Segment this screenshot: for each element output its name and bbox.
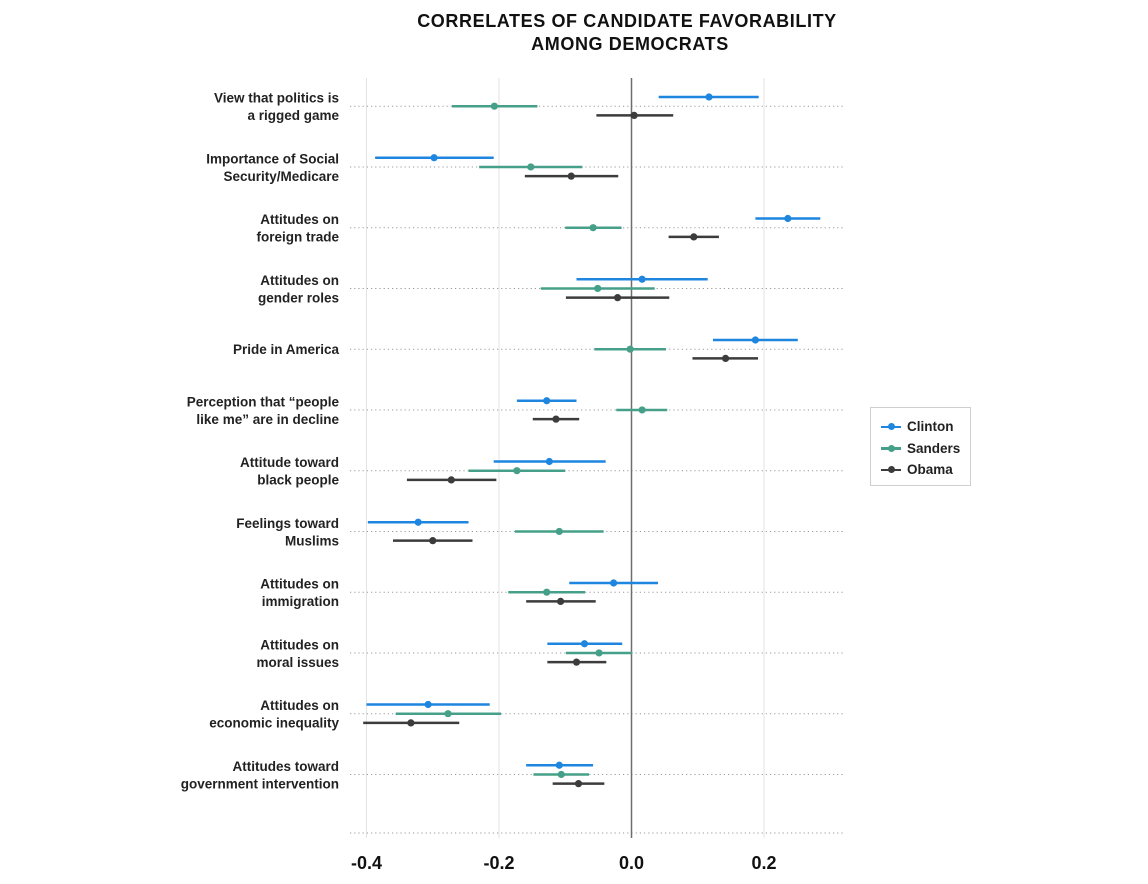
point-sanders-0 xyxy=(490,102,498,110)
x-tick-label-1: -0.2 xyxy=(483,853,514,873)
point-clinton-5 xyxy=(543,397,551,405)
category-label-7-line-0: Feelings toward xyxy=(236,516,339,531)
point-obama-1 xyxy=(567,172,575,180)
point-sanders-2 xyxy=(589,224,597,232)
category-labels: View that politics is a rigged game Import… xyxy=(181,91,340,792)
category-label-10-line-0: Attitudes on xyxy=(260,698,339,713)
category-label-6-line-0: Attitude toward xyxy=(240,455,339,470)
chart-marks xyxy=(363,93,821,788)
category-label-5-line-0: Perception that “people xyxy=(187,394,340,409)
point-clinton-8 xyxy=(610,579,618,587)
point-sanders-6 xyxy=(513,467,521,475)
point-obama-7 xyxy=(429,537,437,545)
point-sanders-3 xyxy=(594,284,602,293)
point-clinton-9 xyxy=(580,640,589,648)
x-tick-label-0: -0.4 xyxy=(351,853,382,873)
category-label-2-line-0: Attitudes on xyxy=(260,212,339,227)
point-obama-4 xyxy=(721,354,730,362)
point-clinton-1 xyxy=(430,154,438,162)
legend-swatch-clinton xyxy=(881,422,901,432)
point-clinton-10 xyxy=(424,700,432,709)
point-obama-3 xyxy=(613,294,622,302)
point-obama-10 xyxy=(407,719,415,727)
legend-label-obama: Obama xyxy=(907,462,953,478)
point-obama-0 xyxy=(630,111,638,119)
category-label-6-line-1: black people xyxy=(257,473,339,488)
point-obama-9 xyxy=(572,658,581,666)
point-sanders-4 xyxy=(626,345,634,353)
point-clinton-3 xyxy=(638,275,646,283)
chart-title-line-2: AMONG DEMOCRATS xyxy=(531,34,729,54)
legend-item-sanders: Sanders xyxy=(881,438,970,460)
point-obama-8 xyxy=(557,597,565,606)
legend-swatch-obama xyxy=(881,465,901,475)
category-label-0-line-1: a rigged game xyxy=(247,108,339,123)
category-label-9-line-1: moral issues xyxy=(256,655,339,670)
point-clinton-6 xyxy=(545,457,553,466)
point-sanders-8 xyxy=(543,588,551,596)
legend-label-sanders: Sanders xyxy=(907,440,961,456)
legend: Clinton Sanders Obama xyxy=(870,407,971,486)
legend-item-obama: Obama xyxy=(881,459,970,481)
point-clinton-7 xyxy=(414,518,422,526)
point-clinton-2 xyxy=(784,214,792,223)
category-label-11-line-1: government intervention xyxy=(181,776,339,791)
category-label-4: Pride in America xyxy=(233,342,340,357)
category-label-2-line-1: foreign trade xyxy=(256,230,339,245)
category-label-3-line-0: Attitudes on xyxy=(260,273,339,288)
point-clinton-0 xyxy=(705,93,713,101)
legend-swatch-sanders xyxy=(881,443,901,453)
legend-item-clinton: Clinton xyxy=(881,416,970,438)
point-sanders-7 xyxy=(555,527,563,536)
x-tick-label-3: 0.2 xyxy=(751,853,776,873)
chart-title: CORRELATES OF CANDIDATE FAVORABILITY AMO… xyxy=(417,11,837,54)
chart-title-line-1: CORRELATES OF CANDIDATE FAVORABILITY xyxy=(417,11,837,31)
point-obama-2 xyxy=(690,233,698,241)
category-label-5-line-1: like me” are in decline xyxy=(196,412,339,427)
category-label-9-line-0: Attitudes on xyxy=(260,637,339,652)
category-label-7-line-1: Muslims xyxy=(285,533,339,548)
point-clinton-11 xyxy=(555,761,563,769)
point-obama-5 xyxy=(552,415,560,423)
point-sanders-5 xyxy=(638,406,646,414)
point-obama-11 xyxy=(574,780,583,788)
category-label-10-line-1: economic inequality xyxy=(209,716,339,731)
point-sanders-1 xyxy=(527,163,535,171)
category-label-3-line-1: gender roles xyxy=(258,290,339,305)
point-sanders-9 xyxy=(595,649,603,657)
point-sanders-10 xyxy=(444,710,452,718)
point-obama-6 xyxy=(447,476,455,484)
x-axis-ticks: -0.4 -0.2 0.0 0.2 xyxy=(351,853,777,873)
category-label-1-line-0: Importance of Social xyxy=(206,151,339,166)
category-label-1-line-1: Security/Medicare xyxy=(223,169,339,184)
point-sanders-11 xyxy=(557,770,565,779)
category-label-8-line-0: Attitudes on xyxy=(260,577,339,592)
category-label-0-line-0: View that politics is xyxy=(214,91,339,106)
point-clinton-4 xyxy=(751,336,759,344)
legend-label-clinton: Clinton xyxy=(907,419,954,435)
x-tick-label-2: 0.0 xyxy=(619,853,644,873)
category-label-8-line-1: immigration xyxy=(262,594,339,609)
category-label-11-line-0: Attitudes toward xyxy=(233,759,340,774)
